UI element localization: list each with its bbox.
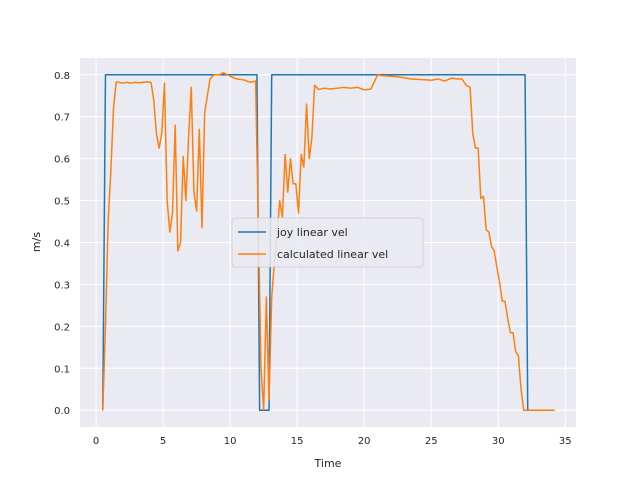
y-tick-label: 0.5: [54, 197, 70, 208]
x-tick-label: 5: [160, 436, 166, 447]
legend: joy linear vel calculated linear vel: [231, 217, 424, 268]
x-tick-label: 25: [425, 436, 438, 447]
y-axis-label: m/s: [30, 232, 43, 252]
grid-lines: [80, 58, 576, 427]
y-tick-label: 0.0: [54, 406, 70, 417]
y-tick-label: 0.8: [54, 71, 70, 82]
y-tick-label: 0.1: [54, 364, 70, 375]
series-line-calculated-linear-vel: [102, 71, 555, 411]
x-tick-label: 35: [559, 436, 572, 447]
x-axis-label: Time: [314, 457, 342, 470]
y-tick-label: 0.7: [54, 113, 70, 124]
legend-box: [231, 217, 424, 268]
x-tick-label: 20: [358, 436, 371, 447]
y-tick-label: 0.6: [54, 155, 70, 166]
x-tick-label: 10: [224, 436, 237, 447]
y-tick-label: 0.4: [54, 239, 70, 250]
x-tick-label: 0: [93, 436, 99, 447]
series-line-joy-linear-vel: [102, 74, 555, 411]
x-tick-label: 30: [492, 436, 505, 447]
legend-label-joy-linear-vel: joy linear vel: [276, 226, 348, 239]
tick-labels: 0 5 10 15 20 25 30 35 0.0 0.1 0.2 0.3 0.4 0.5 0.6 0.7 0.…: [54, 71, 572, 447]
series-layer: [102, 71, 555, 411]
y-tick-label: 0.2: [54, 322, 70, 333]
y-tick-label: 0.3: [54, 280, 70, 291]
x-tick-label: 15: [291, 436, 304, 447]
legend-label-calculated-linear-vel: calculated linear vel: [277, 248, 388, 261]
